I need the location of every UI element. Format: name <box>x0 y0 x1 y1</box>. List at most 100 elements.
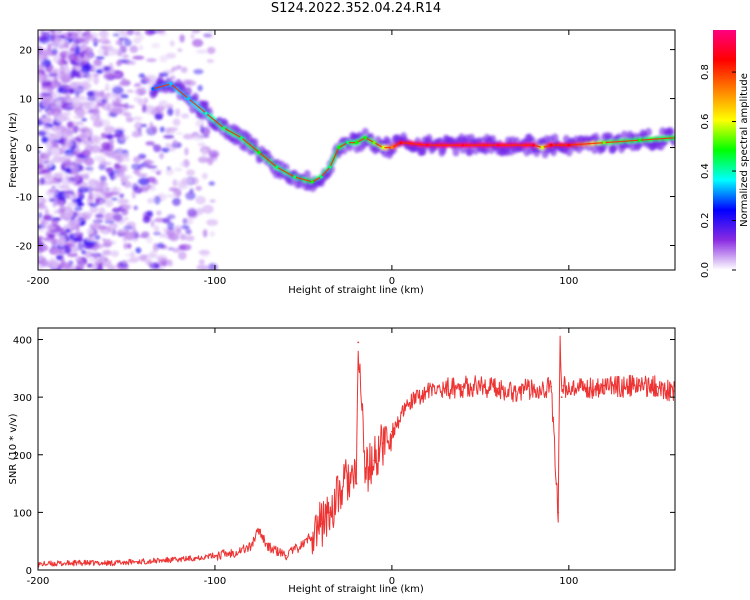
snr-point <box>302 543 305 545</box>
noise-blob <box>52 55 63 64</box>
noise-blob <box>51 47 58 55</box>
ridge-point <box>602 141 606 145</box>
noise-blob <box>44 208 49 216</box>
colorbar-tick-label: 0.0 <box>700 262 711 278</box>
noise-blob <box>167 221 175 231</box>
noise-blob <box>123 225 133 231</box>
noise-blob <box>105 167 114 173</box>
noise-blob <box>41 136 49 144</box>
ridge-halo <box>251 137 259 147</box>
noise-blob <box>84 250 94 258</box>
ridge-point <box>399 141 403 145</box>
noise-blob <box>132 116 143 121</box>
noise-blob <box>195 185 202 191</box>
noise-blob <box>209 230 215 237</box>
noise-blob <box>197 142 206 147</box>
noise-blob <box>201 149 207 158</box>
noise-blob <box>115 39 121 46</box>
noise-blob <box>102 74 114 80</box>
noise-blob <box>190 33 195 40</box>
noise-blob <box>50 133 62 141</box>
noise-blob <box>155 171 162 175</box>
noise-blob <box>99 175 107 182</box>
noise-blob <box>124 105 135 109</box>
ridge-halo <box>466 147 474 157</box>
noise-blob <box>102 184 110 193</box>
ridge-halo <box>482 145 490 155</box>
noise-blob <box>144 258 153 265</box>
noise-blob <box>38 202 43 209</box>
noise-blob <box>90 134 100 142</box>
noise-blob <box>201 204 214 214</box>
colorbar-label: Normalized spectral amplitude <box>739 73 750 227</box>
noise-blob <box>165 168 174 176</box>
noise-blob <box>117 228 127 234</box>
noise-blob <box>77 84 88 92</box>
noise-blob <box>53 111 59 117</box>
noise-blob <box>51 185 57 189</box>
y-tick-label: 400 <box>13 336 32 347</box>
noise-blob <box>54 30 59 35</box>
noise-blob <box>55 125 66 131</box>
noise-blob <box>81 149 92 157</box>
snr-point <box>373 459 376 462</box>
snr-point <box>267 546 269 548</box>
noise-blob <box>59 185 71 190</box>
noise-blob <box>175 228 182 235</box>
noise-blob <box>163 134 175 139</box>
noise-blob <box>56 255 63 261</box>
noise-blob <box>98 30 110 38</box>
noise-blob <box>80 42 86 48</box>
noise-blob <box>38 163 44 170</box>
noise-blob <box>208 30 215 34</box>
noise-blob <box>49 226 56 230</box>
noise-blob <box>131 183 139 192</box>
noise-blob <box>106 133 113 140</box>
noise-blob <box>182 159 190 168</box>
colorbar: 0.0 0.2 0.4 0.6 0.8 Normalized spectral ampl… <box>700 30 750 278</box>
x-tick-label: -200 <box>27 276 50 287</box>
ridge-point <box>496 143 500 147</box>
noise-blob <box>41 116 52 123</box>
noise-blob <box>104 45 114 52</box>
noise-blob <box>100 98 107 105</box>
noise-blob <box>110 67 115 75</box>
snr-point <box>555 482 558 485</box>
noise-blob <box>110 240 116 245</box>
noise-blob <box>73 218 81 225</box>
ridge-point <box>328 165 332 169</box>
noise-blob <box>120 179 126 184</box>
noise-blob <box>158 152 164 160</box>
noise-blob <box>138 254 148 262</box>
noise-blob <box>47 259 59 269</box>
noise-blob <box>185 235 195 242</box>
snr-point <box>408 402 411 404</box>
noise-blob <box>111 107 123 114</box>
noise-blob <box>137 173 148 178</box>
noise-blob <box>186 169 195 176</box>
noise-blob <box>123 242 128 250</box>
snr-point <box>284 554 287 557</box>
noise-blob <box>208 181 215 186</box>
snr-point <box>567 390 570 393</box>
noise-blob <box>59 51 67 58</box>
ridge-point <box>549 143 553 147</box>
noise-blob <box>88 192 94 201</box>
noise-blob <box>50 102 55 112</box>
noise-blob <box>84 33 93 40</box>
noise-blob <box>117 51 123 57</box>
snr-point <box>346 476 349 479</box>
snr-point <box>497 387 499 390</box>
noise-blob <box>60 55 66 64</box>
y-tick-label: 0 <box>26 566 32 577</box>
ridge-halo <box>644 127 652 137</box>
spectrogram-x-axis-label: Height of straight line (km) <box>288 285 424 296</box>
noise-blob <box>111 98 122 105</box>
snr-point <box>364 471 367 473</box>
noise-blob <box>88 178 98 187</box>
noise-blob <box>179 243 192 251</box>
noise-blob <box>107 172 114 177</box>
noise-blob <box>58 236 66 244</box>
noise-blob <box>38 130 47 137</box>
noise-blob <box>139 186 150 193</box>
